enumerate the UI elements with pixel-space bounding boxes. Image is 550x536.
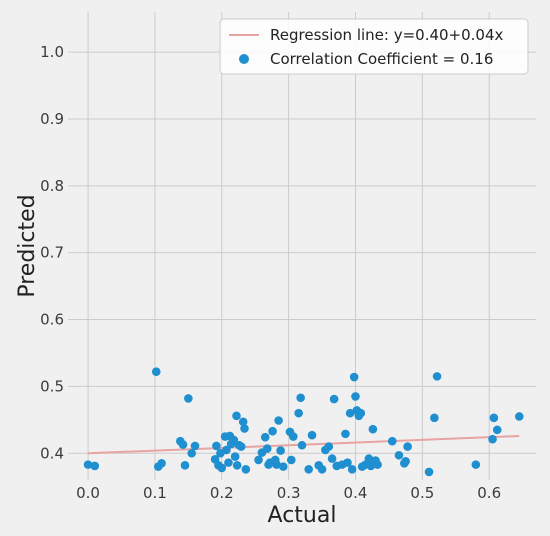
scatter-series — [83, 367, 524, 477]
y-tick-label: 0.7 — [40, 244, 64, 262]
scatter-point — [296, 393, 305, 403]
scatter-point — [329, 394, 339, 404]
scatter-point — [489, 413, 499, 423]
scatter-point — [327, 454, 337, 463]
scatter-point — [212, 441, 221, 451]
scatter-point — [351, 392, 360, 401]
y-tick-labels: 0.4 0.5 0.6 0.7 0.8 0.9 1.0 — [40, 43, 64, 462]
scatter-point — [217, 463, 227, 473]
scatter-point — [294, 408, 303, 418]
scatter-point — [492, 425, 502, 435]
scatter-point — [307, 430, 317, 440]
scatter-point — [278, 462, 288, 471]
scatter-point — [232, 411, 241, 421]
scatter-point — [373, 460, 382, 469]
x-axis-label: Actual — [268, 503, 337, 528]
legend-scatter-swatch — [239, 54, 249, 64]
scatter-point — [260, 432, 270, 442]
scatter-point — [262, 444, 272, 453]
scatter-point — [317, 465, 327, 474]
scatter-point — [364, 454, 374, 463]
scatter-point — [368, 424, 378, 434]
y-tick-label: 0.4 — [40, 444, 64, 462]
scatter-point — [394, 450, 404, 460]
scatter-point — [224, 458, 233, 467]
legend-scatter-label: Correlation Coefficient = 0.16 — [270, 50, 493, 68]
scatter-point — [345, 408, 355, 418]
plot-area — [68, 12, 536, 480]
scatter-point — [83, 460, 93, 469]
x-tick-label: 0.6 — [477, 484, 501, 502]
scatter-point — [240, 424, 249, 433]
scatter-point — [287, 455, 296, 465]
scatter-point — [276, 446, 285, 455]
scatter-point — [343, 458, 352, 467]
scatter-point — [387, 436, 397, 446]
scatter-point — [488, 434, 497, 444]
scatter-point — [187, 448, 196, 458]
scatter-point — [241, 465, 251, 474]
scatter-point — [238, 417, 248, 427]
scatter-point — [356, 408, 366, 418]
legend-box — [219, 18, 529, 75]
y-tick-label: 0.6 — [40, 311, 64, 329]
scatter-point — [274, 416, 283, 425]
scatter-point — [229, 435, 239, 445]
scatter-point — [289, 432, 298, 441]
scatter-point — [304, 465, 313, 474]
scatter-point — [424, 467, 434, 477]
scatter-point — [180, 460, 190, 470]
scatter-point — [272, 460, 281, 469]
scatter-point — [222, 445, 231, 455]
x-tick-label: 0.0 — [76, 484, 100, 502]
scatter-point — [432, 372, 442, 381]
scatter-point — [157, 458, 166, 468]
scatter-point — [230, 452, 240, 461]
scatter-point — [190, 441, 200, 451]
y-tick-label: 1.0 — [40, 43, 64, 61]
scatter-point — [297, 440, 307, 450]
legend: Regression line: y=0.40+0.04x Correlatio… — [219, 18, 529, 75]
scatter-point — [268, 426, 277, 436]
x-tick-label: 0.3 — [277, 484, 301, 502]
scatter-point — [430, 413, 439, 423]
scatter-point — [254, 455, 263, 465]
scatter-point — [401, 456, 410, 466]
scatter-point — [514, 412, 524, 421]
scatter-point — [347, 465, 357, 474]
x-tick-label: 0.2 — [210, 484, 234, 502]
scatter-point — [471, 460, 481, 469]
scatter-point — [349, 372, 359, 382]
x-tick-label: 0.5 — [410, 484, 434, 502]
scatter-point — [151, 367, 161, 376]
legend-regression-label: Regression line: y=0.40+0.04x — [270, 26, 504, 44]
x-tick-label: 0.4 — [344, 484, 368, 502]
scatter-point — [341, 429, 350, 439]
y-axis-label: Predicted — [15, 194, 40, 297]
scatter-point — [324, 442, 334, 451]
y-tick-label: 0.8 — [40, 177, 64, 195]
y-tick-label: 0.5 — [40, 377, 64, 395]
scatter-point — [90, 461, 100, 471]
y-tick-label: 0.9 — [40, 110, 64, 128]
x-tick-label: 0.1 — [143, 484, 167, 502]
scatter-point — [232, 460, 242, 470]
scatter-point — [178, 440, 188, 449]
scatter-point — [184, 394, 193, 403]
scatter-point — [236, 442, 246, 451]
scatter-point — [403, 442, 412, 451]
x-tick-labels: 0.0 0.1 0.2 0.3 0.4 0.5 0.6 — [76, 484, 501, 502]
